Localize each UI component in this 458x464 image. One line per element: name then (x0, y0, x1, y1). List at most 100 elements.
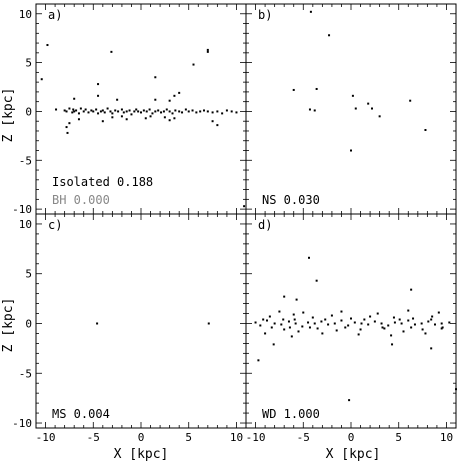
data-point (441, 326, 444, 329)
data-point (203, 109, 205, 112)
scatter-panels: -10 -5 0 5 10 a) Isolated 0.188 BH 0.000 b) NS 0.… (12, 3, 457, 444)
data-point (292, 88, 295, 91)
data-point (168, 110, 171, 113)
data-point (383, 327, 386, 330)
x-tick-label: 10 (440, 431, 453, 444)
data-point (350, 317, 352, 320)
data-point (63, 109, 66, 112)
x-axis-label-left: X [kpc] (114, 447, 169, 462)
data-point (207, 322, 210, 325)
panel-annotation: Isolated 0.188 (52, 175, 153, 189)
data-point (455, 388, 457, 391)
data-point (120, 108, 123, 111)
data-point (101, 120, 104, 123)
data-point (437, 311, 440, 314)
panel-0: -10 -5 0 5 10 a) Isolated 0.188 BH 0.000 (12, 3, 247, 216)
data-point (221, 112, 224, 115)
data-point (400, 322, 403, 325)
data-point (142, 109, 145, 112)
panel-label: b) (258, 8, 272, 22)
data-point (173, 117, 176, 120)
data-point (324, 318, 327, 321)
y-tick-label: 0 (25, 317, 32, 330)
data-point (430, 347, 433, 350)
panel-frame (245, 3, 457, 215)
data-point (99, 110, 102, 113)
y-tick-label: -5 (19, 367, 32, 380)
data-point (316, 327, 319, 330)
data-point (55, 108, 58, 111)
data-point (128, 109, 131, 112)
data-point (90, 109, 93, 112)
data-point (270, 326, 273, 329)
y-axis-label-top: Z [kpc] (1, 88, 16, 143)
data-point (427, 320, 430, 323)
data-point (371, 107, 373, 110)
data-point (369, 315, 372, 318)
panel-annotation: WD 1.000 (262, 407, 320, 421)
data-point (327, 323, 330, 326)
data-point (311, 316, 314, 319)
data-point (295, 298, 298, 301)
data-point (154, 76, 157, 79)
data-point (278, 310, 281, 313)
data-point (424, 332, 427, 335)
data-point (309, 10, 312, 13)
data-point (448, 321, 451, 324)
data-point (111, 112, 114, 115)
data-point (216, 110, 219, 113)
data-point (187, 110, 190, 113)
data-point (380, 322, 383, 325)
data-point (367, 102, 370, 105)
data-point (288, 326, 291, 329)
data-point (315, 87, 318, 90)
data-point (77, 112, 80, 115)
data-point (149, 115, 152, 118)
y-tick-label: -10 (12, 203, 32, 216)
data-point (66, 131, 69, 134)
data-point (350, 149, 352, 152)
data-point (340, 319, 343, 322)
y-axis-label-bottom: Z [kpc] (1, 298, 16, 353)
data-point (294, 322, 297, 325)
data-point (75, 109, 78, 112)
data-point (320, 320, 323, 323)
data-point (171, 112, 174, 115)
data-point (424, 129, 427, 131)
data-point (68, 107, 71, 110)
x-axis-label-right: X [kpc] (326, 447, 381, 462)
data-point (308, 108, 311, 111)
data-point (151, 112, 154, 115)
panel-3: -10 -5 0 5 10 d) WD 1.000 (245, 213, 457, 444)
data-point (97, 94, 100, 97)
data-point (363, 318, 366, 321)
data-point (110, 50, 113, 53)
data-point (353, 321, 356, 324)
data-point (181, 111, 184, 114)
data-point (257, 359, 260, 362)
data-point (154, 98, 157, 101)
data-point (65, 126, 68, 129)
data-point (97, 112, 100, 115)
data-point (174, 109, 177, 112)
data-point (206, 50, 209, 53)
data-point (106, 107, 109, 110)
data-point (351, 94, 354, 97)
data-point (79, 107, 82, 110)
data-point (125, 118, 128, 121)
data-point (178, 91, 181, 94)
data-point (135, 108, 138, 111)
data-point (192, 63, 195, 66)
data-point (378, 115, 381, 118)
data-point (168, 99, 171, 102)
x-tick-label: -10 (246, 431, 266, 444)
data-point (144, 117, 147, 120)
data-point (421, 328, 424, 331)
data-point (184, 108, 187, 111)
x-tick-label: -10 (36, 431, 56, 444)
data-point (315, 279, 318, 282)
data-point (101, 109, 104, 112)
data-point (402, 330, 405, 333)
data-point (148, 108, 151, 111)
